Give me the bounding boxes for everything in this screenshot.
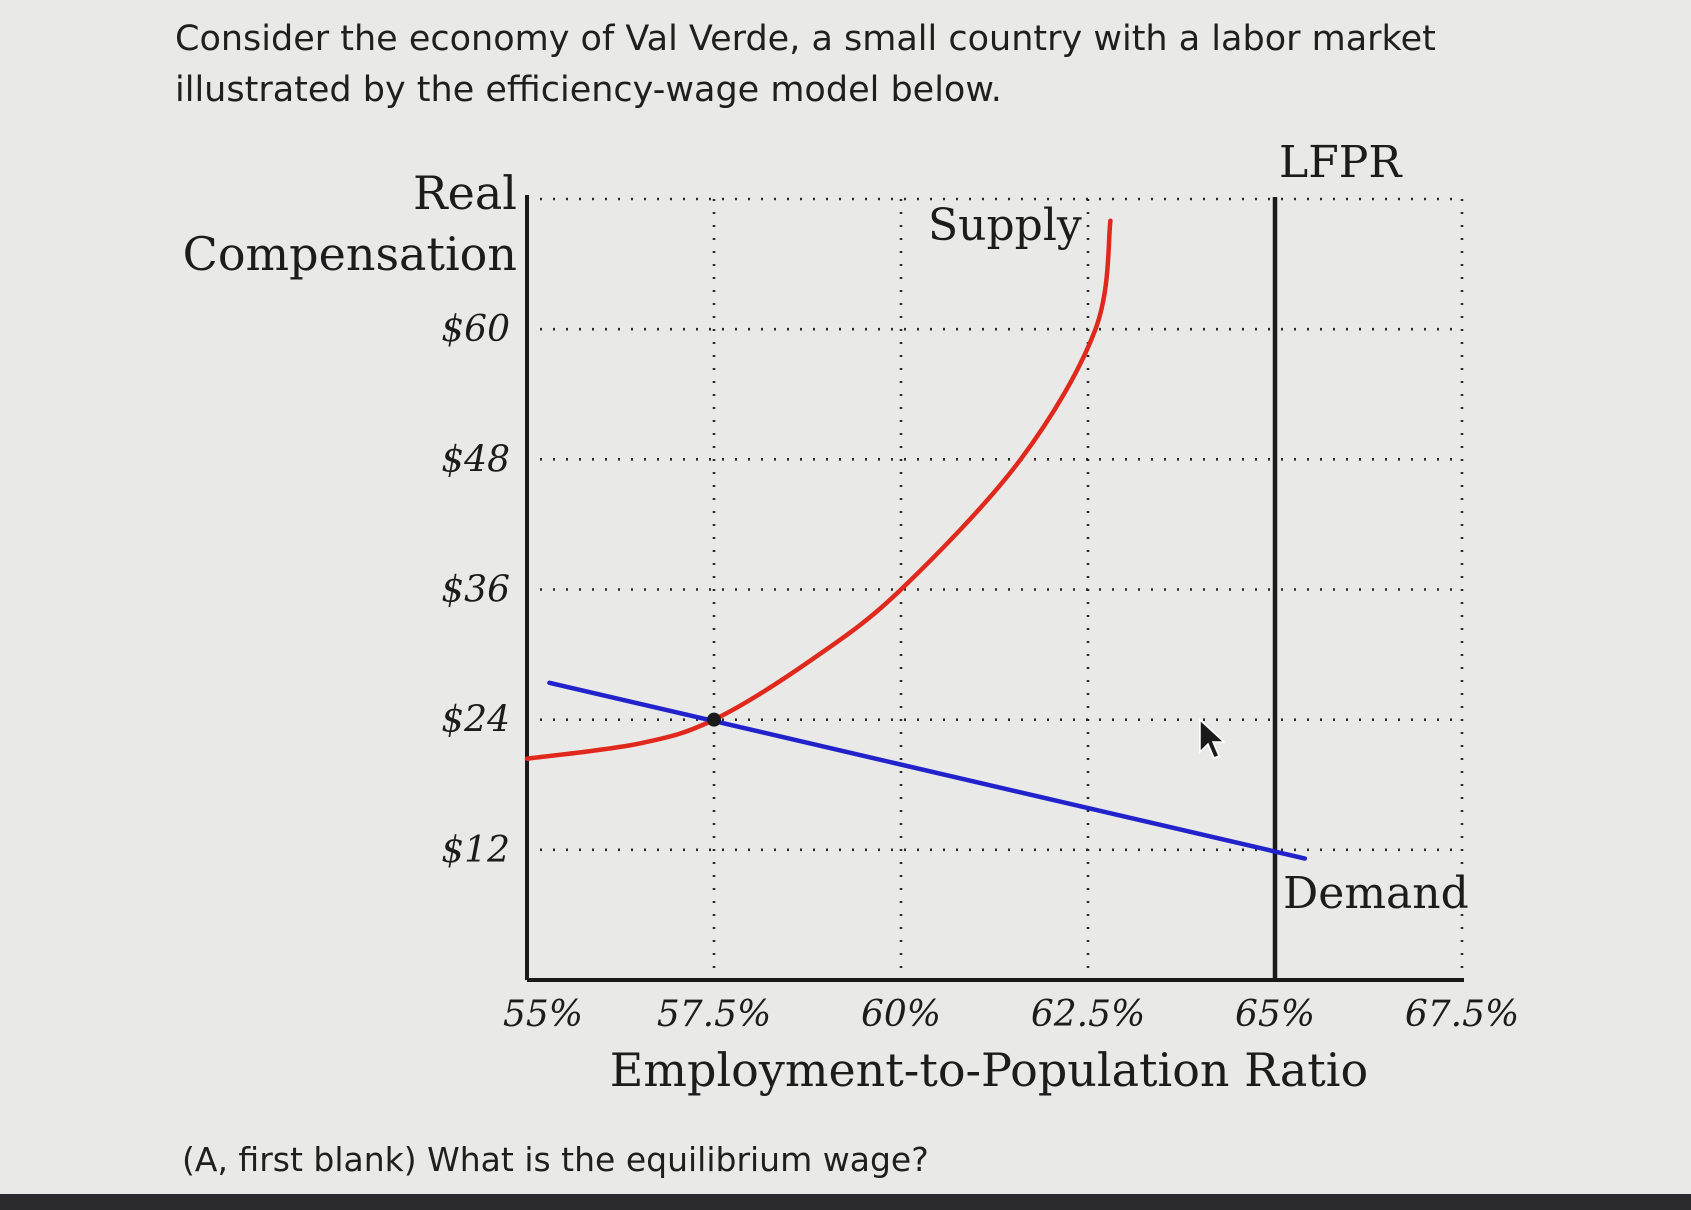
y-tick-label-24: $24 — [441, 700, 510, 741]
x-tick-label-0: 55% — [503, 994, 583, 1035]
demand-curve — [547, 680, 1308, 861]
y-tick-label-36: $36 — [441, 570, 510, 611]
x-tick-label-5: 67.5% — [1405, 994, 1519, 1035]
equilibrium-point — [707, 712, 721, 727]
demand-label: Demand — [1283, 868, 1469, 919]
lfpr-label: LFPR — [1279, 137, 1403, 188]
y-tick-label-48: $48 — [441, 439, 510, 480]
x-tick-label-4: 65% — [1235, 994, 1315, 1035]
x-tick-label-2: 60% — [861, 994, 941, 1035]
question-prompt: (A, first blank) What is the equilibrium… — [182, 1140, 929, 1179]
y-tick-label-60: $60 — [441, 309, 510, 350]
y-axis-title-line-2: Compensation — [183, 227, 517, 281]
y-tick-label-12: $12 — [441, 830, 510, 871]
x-tick-label-1: 57.5% — [657, 994, 771, 1035]
x-tick-label-3: 62.5% — [1031, 994, 1145, 1035]
problem-intro-text: Consider the economy of Val Verde, a sma… — [175, 19, 1436, 110]
y-axis-title-line-1: Real — [413, 166, 517, 220]
supply-label: Supply — [928, 200, 1082, 251]
supply-curve — [524, 218, 1113, 761]
mouse-cursor-icon — [1199, 718, 1226, 759]
x-axis-title: Employment-to-Population Ratio — [610, 1043, 1368, 1097]
screen-bottom-edge — [0, 1194, 1691, 1210]
